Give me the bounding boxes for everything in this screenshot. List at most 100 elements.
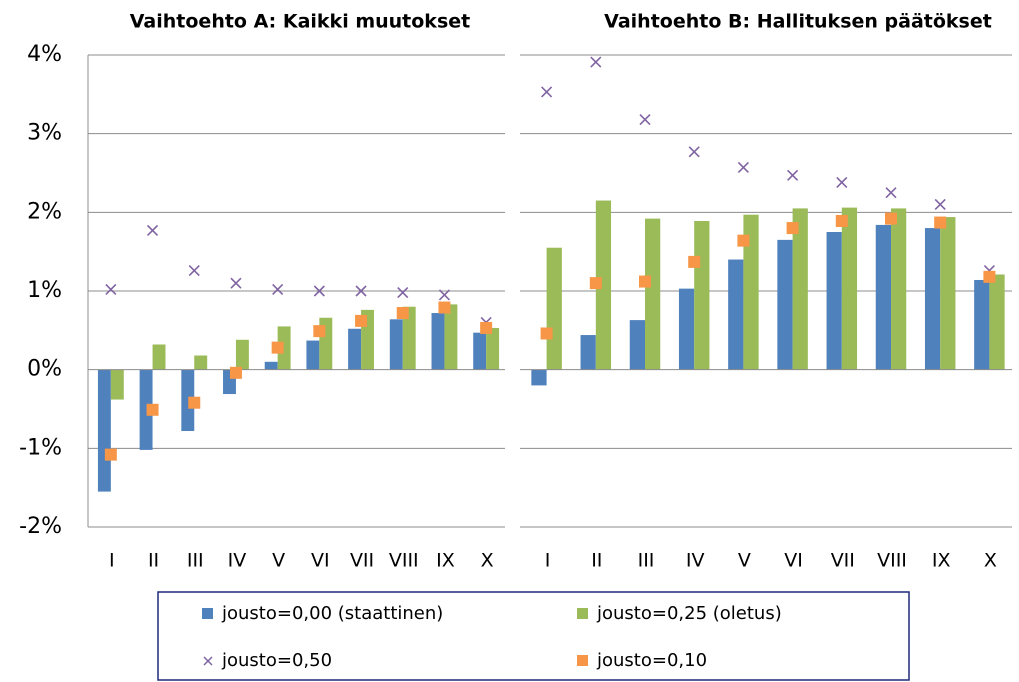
- legend-swatch: [577, 655, 588, 666]
- x-tick-label: II: [148, 550, 159, 572]
- point: [688, 255, 701, 268]
- bar: [235, 339, 249, 370]
- point: [835, 214, 848, 227]
- x-tick-label: VI: [311, 550, 330, 572]
- bar: [989, 274, 1005, 370]
- legend-label: jousto=0,25 (oletus): [596, 603, 782, 624]
- bar: [194, 355, 208, 370]
- bar: [110, 369, 124, 400]
- bar: [139, 369, 153, 450]
- x-tick-label: X: [984, 550, 997, 572]
- point: [885, 212, 897, 225]
- bar: [152, 344, 166, 370]
- legend-swatch: [577, 608, 588, 619]
- bar: [97, 369, 111, 492]
- point: [480, 321, 493, 334]
- point: [104, 448, 117, 461]
- point: [737, 234, 750, 247]
- bar: [728, 259, 744, 370]
- legend-label: jousto=0,50: [221, 650, 332, 671]
- bar: [826, 232, 842, 370]
- bar: [777, 239, 793, 370]
- bar: [444, 304, 458, 370]
- panel-title: Vaihtoehto A: Kaikki muutokset: [130, 11, 470, 33]
- bar: [531, 369, 547, 386]
- bar: [595, 200, 612, 370]
- bar: [645, 218, 661, 370]
- legend-swatch: [203, 656, 213, 666]
- y-tick-label: -1%: [19, 435, 62, 460]
- x-tick-label: VIII: [877, 550, 907, 572]
- legend-box: [157, 591, 910, 681]
- x-tick-label: VII: [350, 550, 374, 572]
- bar: [875, 224, 891, 370]
- bar: [940, 217, 956, 370]
- x-tick-label: IX: [932, 550, 951, 572]
- point: [438, 289, 451, 301]
- bar: [974, 279, 990, 370]
- point: [397, 287, 409, 299]
- point: [271, 341, 284, 354]
- point: [230, 277, 242, 289]
- point: [229, 366, 242, 379]
- legend-label: jousto=0,00 (staattinen): [221, 603, 443, 624]
- y-tick-label: -2%: [19, 514, 62, 539]
- bar: [306, 340, 320, 370]
- point: [639, 113, 651, 126]
- bar: [792, 208, 808, 370]
- x-tick-label: VI: [784, 550, 803, 572]
- point: [105, 283, 117, 295]
- y-tick-label: 4%: [27, 42, 62, 67]
- point: [590, 56, 602, 68]
- x-tick-label: V: [272, 550, 285, 572]
- bar: [678, 288, 695, 370]
- point: [313, 285, 325, 297]
- y-tick-label: 2%: [27, 199, 62, 224]
- bar: [389, 319, 403, 370]
- point: [639, 275, 651, 288]
- bar: [431, 313, 445, 370]
- point: [438, 301, 451, 314]
- bar: [277, 326, 291, 370]
- x-tick-label: I: [109, 550, 115, 572]
- bar: [402, 306, 416, 370]
- x-tick-label: II: [591, 550, 602, 572]
- point: [146, 224, 159, 236]
- bar: [841, 207, 858, 370]
- bar: [264, 361, 278, 370]
- point: [396, 307, 409, 320]
- bar: [891, 208, 907, 370]
- point: [934, 198, 946, 211]
- bar: [629, 320, 645, 370]
- point: [934, 216, 947, 229]
- point: [787, 169, 799, 181]
- panel-title: Vaihtoehto B: Hallituksen päätökset: [604, 11, 992, 33]
- x-tick-label: V: [738, 550, 751, 572]
- bar: [694, 220, 710, 370]
- legend-label: jousto=0,10: [596, 650, 707, 671]
- x-tick-label: I: [545, 550, 551, 572]
- x-tick-label: VIII: [389, 550, 419, 572]
- y-tick-label: 0%: [27, 357, 62, 382]
- point: [272, 283, 284, 295]
- point: [188, 264, 200, 277]
- point: [688, 146, 700, 158]
- bar: [743, 214, 759, 370]
- y-tick-label: 1%: [27, 278, 62, 303]
- bar: [924, 228, 941, 370]
- point: [983, 270, 996, 283]
- bar: [486, 327, 500, 370]
- bar: [546, 247, 562, 370]
- bar: [181, 369, 195, 432]
- point: [146, 403, 159, 416]
- x-tick-label: X: [481, 550, 494, 572]
- x-tick-label: IX: [436, 550, 455, 572]
- bar: [348, 328, 362, 370]
- point: [885, 187, 897, 199]
- bar: [473, 332, 487, 370]
- point: [188, 396, 201, 409]
- bar: [580, 335, 596, 370]
- x-tick-label: IV: [686, 550, 705, 572]
- point: [355, 314, 368, 327]
